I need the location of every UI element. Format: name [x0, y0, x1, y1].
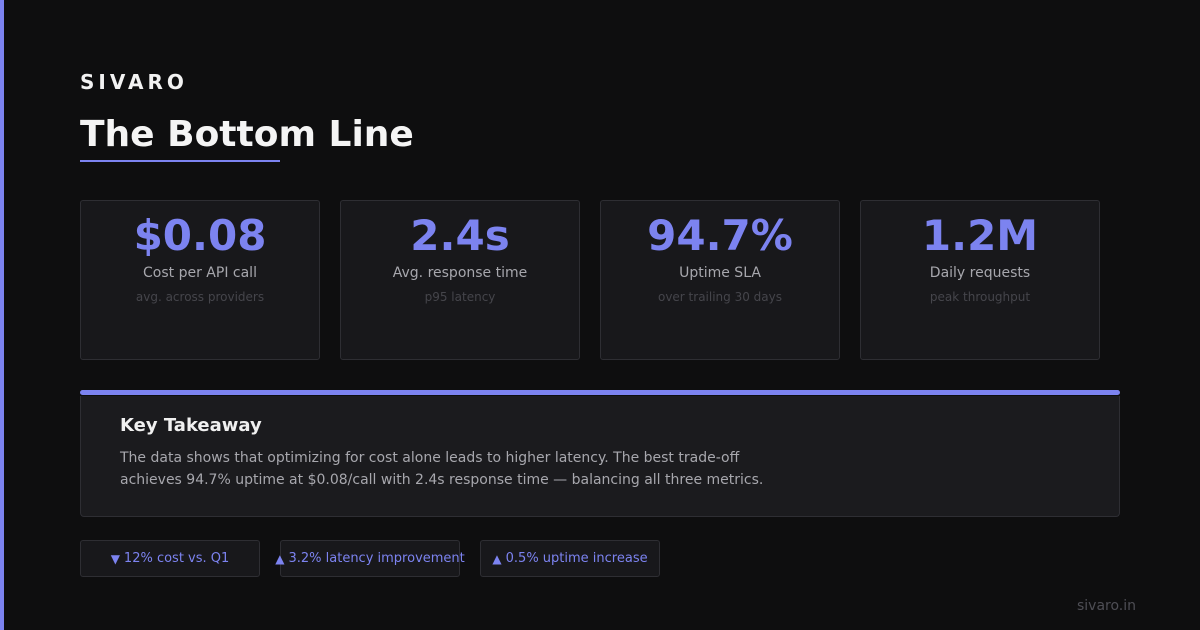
metric-sublabel: peak throughput [929, 290, 1031, 304]
metric-label: Uptime SLA [679, 265, 761, 281]
pill-text: 12% cost vs. Q1 [123, 551, 230, 566]
metric-value: 1.2M [921, 211, 1039, 260]
pill-text: 3.2% latency improvement [288, 551, 465, 566]
takeaway-accent-bar [80, 390, 1120, 395]
pill-text: 0.5% uptime increase [505, 551, 648, 566]
metric-label: Daily requests [929, 265, 1031, 281]
metric-value: $0.08 [133, 211, 267, 260]
arrow-down-icon: ▼ [110, 551, 120, 566]
takeaway-body: The data shows that optimizing for cost … [120, 447, 820, 491]
brand-logo: SIVARO [80, 70, 188, 94]
key-takeaway-panel: Key Takeaway The data shows that optimiz… [80, 396, 1120, 517]
takeaway-heading: Key Takeaway [120, 415, 262, 436]
footer-url: sivaro.in [1076, 598, 1136, 614]
page-title: The Bottom Line [80, 114, 414, 155]
metric-label: Cost per API call [143, 265, 257, 281]
stat-pill-uptime: ▲ 0.5% uptime increase [480, 540, 660, 577]
metric-value: 2.4s [410, 211, 510, 260]
metric-card-daily-requests: 1.2M Daily requests peak throughput [860, 200, 1100, 360]
takeaway-line-2: achieves 94.7% uptime at $0.08/call with… [120, 472, 764, 488]
metric-card-response-time: 2.4s Avg. response time p95 latency [340, 200, 580, 360]
metric-value: 94.7% [647, 211, 793, 260]
metric-label: Avg. response time [392, 265, 528, 281]
arrow-up-icon: ▲ [492, 551, 502, 566]
takeaway-line-1: The data shows that optimizing for cost … [120, 450, 740, 466]
metric-sublabel: over trailing 30 days [657, 290, 782, 304]
metric-sublabel: avg. across providers [135, 290, 265, 304]
title-underline [80, 160, 280, 162]
stat-pill-latency: ▲ 3.2% latency improvement [275, 540, 465, 577]
metric-card-uptime: 94.7% Uptime SLA over trailing 30 days [600, 200, 840, 360]
metric-card-cost: $0.08 Cost per API call avg. across prov… [80, 200, 320, 360]
metric-sublabel: p95 latency [424, 290, 496, 304]
left-accent-bar [0, 0, 4, 630]
stat-pill-cost: ▼ 12% cost vs. Q1 [80, 540, 260, 577]
arrow-up-icon: ▲ [275, 551, 285, 566]
